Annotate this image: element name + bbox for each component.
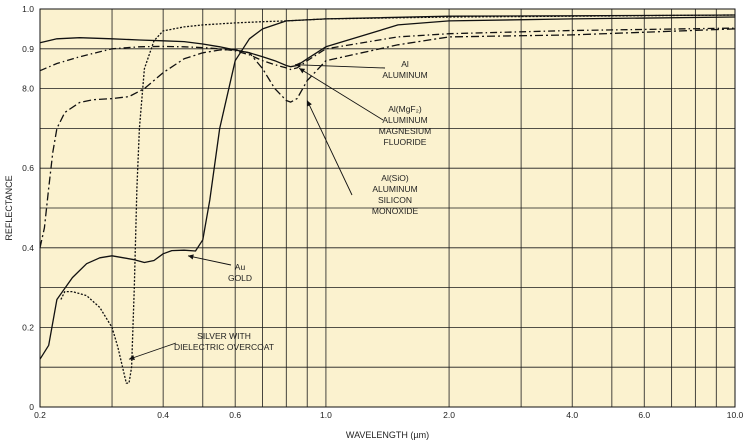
annotation-arrowhead bbox=[187, 254, 194, 260]
plot-frame bbox=[39, 8, 736, 408]
annotation-arrowhead bbox=[307, 100, 312, 107]
annotation-leader bbox=[294, 64, 386, 69]
annotation-text: MAGNESIUM bbox=[379, 126, 431, 136]
annotation-text: DIELECTRIC OVERCOAT bbox=[174, 342, 274, 352]
annotation-arrowhead bbox=[294, 62, 301, 68]
grid bbox=[40, 8, 736, 407]
y-axis-title: REFLECTANCE bbox=[4, 175, 14, 240]
annotation-text: Al(MgF₂) bbox=[388, 104, 422, 114]
annotation-arrowhead bbox=[299, 68, 306, 74]
annotation-leader bbox=[128, 342, 177, 360]
annotation-leader bbox=[298, 67, 384, 121]
x-tick-label: 10.0 bbox=[727, 410, 744, 420]
y-tick-label: 0.6 bbox=[22, 163, 34, 173]
annotation-text: SILVER WITH bbox=[197, 331, 251, 341]
x-tick-label: 6.0 bbox=[638, 410, 650, 420]
annotation-text: ALUMINUM bbox=[382, 115, 427, 125]
annotation-text: FLUORIDE bbox=[384, 137, 427, 147]
y-tick-label: 0.9 bbox=[22, 44, 34, 54]
annotation-text: SILICON bbox=[378, 195, 412, 205]
x-tick-label: 4.0 bbox=[566, 410, 578, 420]
annotation-text: MONOXIDE bbox=[372, 206, 419, 216]
x-tick-label: 2.0 bbox=[443, 410, 455, 420]
annotation-leader bbox=[187, 255, 232, 266]
x-axis-title: WAVELENGTH (µm) bbox=[346, 430, 429, 440]
x-tick-label: 1.0 bbox=[320, 410, 332, 420]
series-lines bbox=[39, 14, 736, 384]
series-line-3 bbox=[39, 14, 736, 360]
y-tick-label: 0.4 bbox=[22, 243, 34, 253]
x-tick-label: 0.4 bbox=[157, 410, 169, 420]
annotation-text: Al(SiO) bbox=[381, 173, 409, 183]
x-tick-label: 0.6 bbox=[229, 410, 241, 420]
x-tick-label: 0.2 bbox=[34, 410, 46, 420]
y-tick-label: 0 bbox=[29, 402, 34, 412]
annotation-text: ALUMINUM bbox=[372, 184, 417, 194]
annotation-text: Au bbox=[235, 262, 246, 272]
series-line-1 bbox=[39, 27, 736, 72]
annotation-text: Al bbox=[401, 59, 409, 69]
series-line-4 bbox=[60, 14, 736, 384]
annotation-leader bbox=[306, 100, 353, 196]
series-line-0 bbox=[39, 16, 736, 68]
y-tick-label: 0.2 bbox=[22, 322, 34, 332]
tick-labels: 0.2 0.4 0.6 1.0 2.0 4.0 6.0 10.000.20.40.68.00.… bbox=[22, 4, 743, 420]
y-tick-label: 8.0 bbox=[22, 84, 34, 94]
y-tick-label: 1.0 bbox=[22, 4, 34, 14]
annotations: AlALUMINUMAl(MgF₂)ALUMINUMMAGNESIUMFLUOR… bbox=[128, 59, 431, 360]
annotation-arrowhead bbox=[128, 355, 135, 360]
annotation-text: GOLD bbox=[228, 273, 252, 283]
annotation-text: ALUMINUM bbox=[382, 70, 427, 80]
series-line-2 bbox=[39, 28, 736, 248]
